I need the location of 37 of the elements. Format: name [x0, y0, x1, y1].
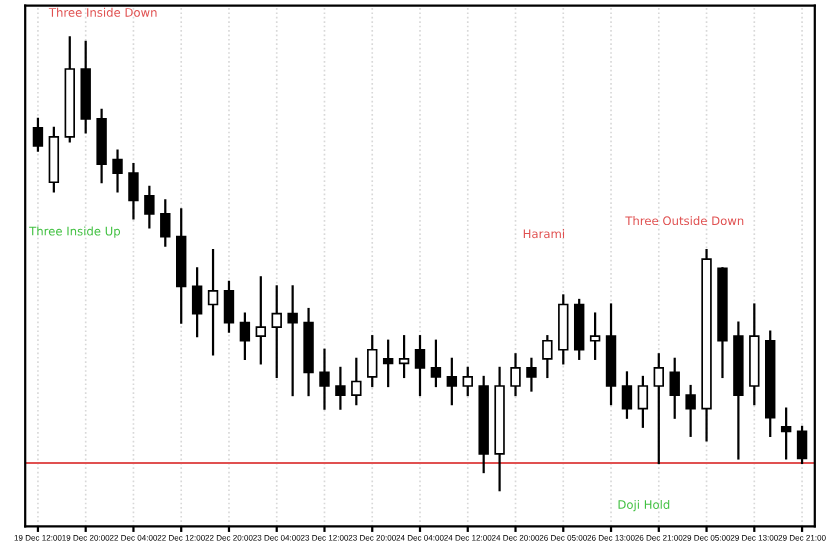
candlestick	[669, 357, 680, 419]
candlestick	[637, 375, 649, 428]
candlestick	[223, 280, 235, 333]
candlestick	[780, 407, 792, 460]
candlestick	[558, 294, 569, 365]
candlestick	[335, 366, 346, 410]
candlestick	[367, 335, 378, 388]
candlestick	[446, 357, 458, 406]
candlestick	[351, 357, 362, 406]
candlestick	[191, 267, 203, 338]
candlestick	[653, 353, 665, 465]
candlestick	[319, 348, 330, 410]
candlestick	[430, 339, 442, 388]
candlestick	[144, 185, 155, 229]
candlestick	[255, 276, 267, 365]
candlestick	[398, 335, 410, 379]
candlestick	[382, 339, 394, 388]
candlestick	[526, 357, 537, 392]
candlestick	[112, 149, 123, 193]
candlestick	[96, 108, 107, 184]
candlestick	[32, 117, 44, 152]
candlestick	[510, 353, 521, 397]
candlestick	[685, 384, 696, 437]
candlestick	[621, 371, 633, 419]
candlestick	[796, 425, 808, 465]
candlestick	[239, 312, 251, 360]
candlestick	[160, 199, 171, 247]
candlestick	[271, 285, 282, 379]
candlestick	[287, 285, 298, 397]
candlestick	[589, 312, 601, 360]
candlestick	[542, 335, 553, 379]
candlestick	[128, 162, 139, 220]
candlestick	[573, 298, 585, 360]
candlestick	[48, 126, 60, 193]
candlestick	[207, 249, 219, 356]
candlestick	[414, 335, 426, 397]
candlestick	[462, 366, 473, 397]
